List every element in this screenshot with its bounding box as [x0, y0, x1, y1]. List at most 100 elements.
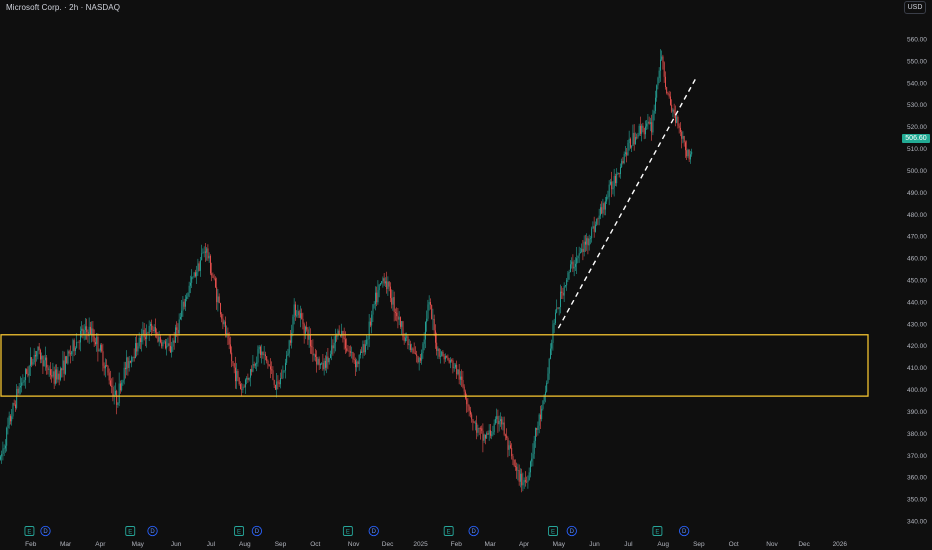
- candle-body: [548, 358, 550, 374]
- candle-body: [293, 304, 295, 317]
- earnings-marker[interactable]: [652, 526, 663, 536]
- candle-body: [591, 228, 593, 239]
- dividend-marker[interactable]: [368, 525, 379, 537]
- candle-body: [380, 283, 381, 285]
- candle-body: [32, 362, 34, 365]
- candle-body: [576, 258, 578, 264]
- candle-body: [507, 437, 509, 450]
- candle-body: [636, 137, 638, 138]
- dividend-marker[interactable]: [147, 525, 158, 537]
- candle-body: [71, 351, 73, 355]
- candle-body: [137, 346, 139, 352]
- candle-body: [276, 381, 278, 390]
- candle-body: [180, 316, 181, 320]
- candle-body: [210, 255, 211, 274]
- candle-body: [645, 126, 646, 135]
- price-tick-label: 410.00: [907, 365, 927, 372]
- dividend-marker[interactable]: [468, 525, 479, 537]
- time-tick-label: Oct: [310, 541, 320, 548]
- dividend-marker[interactable]: [679, 525, 690, 537]
- annotations-layer[interactable]: [0, 78, 869, 397]
- candle-body: [517, 470, 519, 471]
- candle-body: [251, 369, 253, 372]
- candle-body: [77, 341, 79, 343]
- candle-body: [160, 337, 161, 343]
- candle-body: [460, 376, 461, 380]
- candle-body: [58, 373, 60, 380]
- candle-body: [586, 238, 588, 245]
- candle-body: [6, 428, 8, 446]
- candle-body: [561, 291, 563, 293]
- candle-body: [320, 363, 321, 366]
- candle-body: [116, 390, 118, 405]
- earnings-marker[interactable]: [443, 526, 454, 536]
- candle-body: [600, 207, 601, 216]
- candle-body: [43, 360, 45, 367]
- candle-body: [630, 138, 631, 148]
- candle-body: [47, 367, 49, 371]
- candle-body: [37, 346, 39, 352]
- candle-body: [182, 301, 184, 311]
- currency-button[interactable]: USD: [904, 1, 926, 14]
- earnings-marker[interactable]: [548, 526, 558, 536]
- candle-body: [553, 323, 555, 325]
- time-tick-label: Apr: [95, 541, 106, 548]
- candle-body: [201, 253, 203, 261]
- candle-body: [373, 304, 375, 305]
- candle-body: [556, 308, 558, 313]
- dividend-marker[interactable]: [40, 525, 51, 537]
- dividend-marker[interactable]: [566, 525, 577, 537]
- earnings-marker[interactable]: [342, 526, 353, 536]
- candle-body: [677, 116, 679, 126]
- candle-body: [22, 382, 24, 383]
- candle-body: [662, 56, 664, 63]
- candle-body: [437, 348, 439, 351]
- candle-body: [78, 341, 80, 343]
- candle-body: [476, 422, 478, 433]
- candle-body: [537, 425, 539, 430]
- symbol-title[interactable]: Microsoft Corp. · 2h · NASDAQ: [6, 3, 121, 12]
- candle-body: [207, 248, 209, 259]
- candle-body: [111, 385, 113, 387]
- candle-body: [36, 351, 38, 357]
- earnings-marker[interactable]: [24, 526, 35, 536]
- candle-body: [588, 238, 590, 246]
- candle-body: [637, 134, 639, 138]
- support-resistance-box[interactable]: [0, 334, 869, 397]
- candle-body: [680, 127, 681, 132]
- candle-body: [165, 341, 166, 349]
- candle-body: [666, 87, 668, 94]
- price-axis[interactable]: 560.00 550.00 540.00 530.00 520.00 510.00 500.…: [907, 37, 927, 526]
- candle-body: [675, 113, 676, 123]
- dividend-marker[interactable]: [251, 525, 263, 537]
- event-markers-layer[interactable]: E E E E E E ED D D D D D D: [24, 525, 690, 537]
- candle-body: [522, 482, 524, 486]
- candle-body: [657, 77, 659, 86]
- time-tick-label: Feb: [451, 541, 463, 548]
- trendline[interactable]: [557, 78, 697, 329]
- time-axis[interactable]: Feb Mar Apr May Jun Jul Aug Sep Oct Nov Dec 2025 Feb…: [25, 541, 847, 548]
- candle-body: [365, 344, 366, 353]
- candle-body: [291, 332, 293, 343]
- candle-body: [527, 480, 529, 482]
- candle-body: [597, 218, 599, 220]
- earnings-marker[interactable]: [234, 526, 245, 536]
- candle-body: [357, 361, 359, 364]
- candle-body: [391, 298, 393, 305]
- price-tick-label: 520.00: [907, 124, 927, 131]
- earnings-marker[interactable]: [125, 526, 136, 536]
- candle-body: [156, 332, 158, 334]
- candle-body: [93, 336, 95, 343]
- candle-body: [67, 351, 69, 364]
- candle-body: [337, 330, 339, 337]
- candle-body: [542, 400, 544, 409]
- candle-body: [96, 336, 98, 345]
- candle-body: [76, 341, 78, 348]
- dividend-marker-label: D: [255, 529, 260, 535]
- time-tick-label: May: [132, 541, 145, 548]
- candle-body: [672, 109, 674, 112]
- candle-body: [453, 367, 455, 369]
- candle-body: [105, 365, 106, 369]
